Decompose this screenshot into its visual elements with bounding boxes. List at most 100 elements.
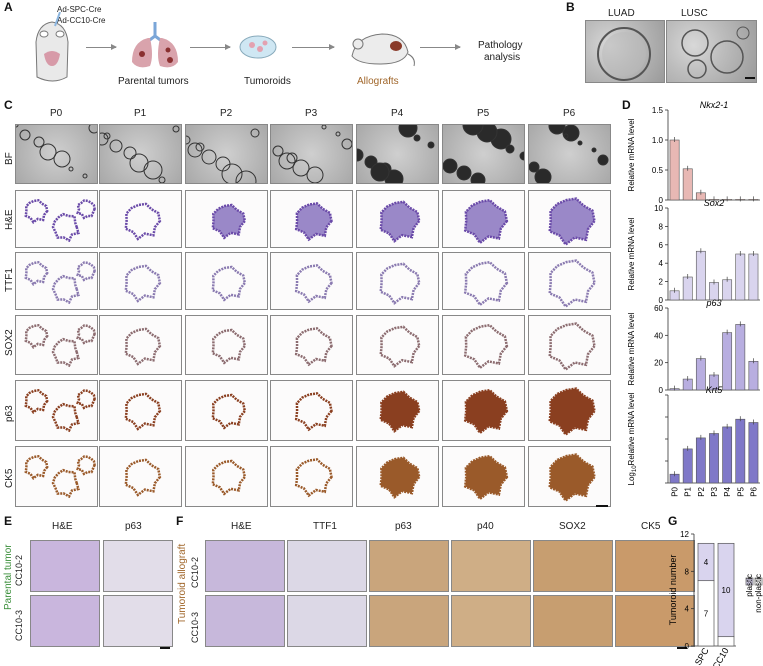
f-row-1: CC10-3 [190, 611, 200, 643]
d-bar-1-p1 [682, 276, 693, 301]
d-bar-1-p5 [735, 253, 746, 301]
tile-bf-p4 [356, 124, 439, 184]
cre-label-2: Ad-CC10-Cre [57, 16, 106, 25]
f-tile-0-1 [287, 540, 367, 592]
lungs-icon [132, 22, 178, 68]
luad-image [585, 20, 665, 83]
d-ticklabel-0-3: 1.5 [652, 106, 664, 115]
g-legend-label-plastic: plastic [745, 574, 754, 597]
g-bar-cc10-plastic [717, 542, 735, 638]
d-ticklabel-1-5: 10 [654, 204, 663, 213]
g-xlabel-spc: SPC [693, 646, 711, 666]
d-bar-3-p2 [695, 437, 706, 484]
d-bar-3-p1 [682, 448, 693, 484]
tile-p63-p1 [99, 380, 182, 441]
tile-ttf1-p6 [528, 252, 611, 310]
col-label-p1: P1 [134, 108, 147, 119]
f-tile-0-3 [451, 540, 531, 592]
mouse-icon [35, 12, 69, 82]
tile-ck5-p5 [442, 446, 525, 507]
d-xlabel-1: P1 [684, 486, 693, 496]
d-bar-1-p2 [695, 250, 706, 301]
e-col-0: H&E [52, 521, 73, 532]
tile-ttf1-p4 [356, 252, 439, 310]
tile-ck5-p6 [528, 446, 611, 507]
g-bar-spc-plastic [697, 542, 715, 582]
d-ticklabel-2-2: 40 [654, 331, 663, 340]
tile-hande-p3 [270, 190, 353, 248]
d-ylabel-0: Relative mRNA level [627, 118, 636, 191]
e-tile-0-1 [103, 540, 173, 592]
f-col-2: p63 [395, 521, 412, 532]
dish-icon [239, 35, 277, 59]
tile-hande-p6 [528, 190, 611, 248]
row-label-bf: BF [4, 152, 15, 165]
f-col-5: CK5 [641, 521, 661, 532]
d-ticklabel-2-3: 60 [654, 304, 663, 313]
d-ticklabel-1-3: 6 [659, 241, 664, 250]
tile-ttf1-p5 [442, 252, 525, 310]
f-tile-1-3 [451, 595, 531, 647]
tile-ttf1-p2 [185, 252, 268, 310]
luad-label: LUAD [608, 8, 635, 19]
tile-sox2-p6 [528, 315, 611, 375]
tile-sox2-p3 [270, 315, 353, 375]
tile-ck5-p2 [185, 446, 268, 507]
panel-g-chart: Tumoroid number 0 4 8 12 7 4 SPC 10 CC10 plastic no… [668, 530, 763, 666]
tile-bf-p5 [442, 124, 525, 184]
tile-ttf1-p3 [270, 252, 353, 310]
panel-a-letter: A [4, 0, 13, 14]
tile-ck5-p3 [270, 446, 353, 507]
d-xlabel-5: P5 [736, 486, 745, 496]
d-bar-2-p4 [722, 332, 733, 391]
tile-ck5-p0 [15, 446, 98, 507]
col-label-p3: P3 [305, 108, 318, 119]
e-tile-1-1 [103, 595, 173, 647]
f-tile-1-0 [205, 595, 285, 647]
f-tile-1-2 [369, 595, 449, 647]
d-bar-2-p5 [735, 324, 746, 391]
d-bar-3-p6 [748, 422, 759, 484]
g-ticklabel-0: 0 [685, 642, 690, 651]
f-tile-1-4 [533, 595, 613, 647]
tile-hande-p1 [99, 190, 182, 248]
tile-ttf1-p1 [99, 252, 182, 310]
panel-d-letter: D [622, 98, 631, 112]
d-ticklabel-1-1: 2 [659, 278, 664, 287]
f-col-1: TTF1 [313, 521, 337, 532]
d-bar-3-p5 [735, 418, 746, 484]
d-ticklabel-1-2: 4 [659, 259, 664, 268]
d-title-3: Krt5 [706, 385, 724, 395]
e-tile-1-0 [30, 595, 100, 647]
g-bar-cc10-non-plastic [717, 636, 735, 647]
tile-bf-p0 [15, 124, 98, 184]
e-row-0: CC10-2 [14, 554, 24, 586]
g-seglabel-0-0: 7 [704, 609, 709, 618]
e-col-1: p63 [125, 521, 142, 532]
panel-g-letter: G [668, 514, 678, 528]
tile-ck5-p1 [99, 446, 182, 507]
panel-e-letter: E [4, 514, 13, 528]
row-label-hande: H&E [4, 209, 15, 230]
tile-sox2-p0 [15, 315, 98, 375]
arrow-1 [86, 44, 117, 50]
d-bar-3-p4 [722, 426, 733, 484]
pathology-label-2: analysis [484, 52, 521, 63]
tile-hande-p0 [15, 190, 98, 248]
g-ticklabel-2: 8 [685, 567, 690, 576]
d-ylabel-3: Log10Relative mRNA level [627, 392, 638, 485]
tumoroid-allograft-side-label: Tumoroid allograft [177, 543, 188, 624]
col-label-p5: P5 [477, 108, 490, 119]
row-label-sox2: SOX2 [4, 329, 15, 356]
arrow-3 [292, 44, 335, 50]
f-tile-1-5 [615, 595, 695, 647]
g-ylabel: Tumoroid number [668, 555, 678, 626]
tile-ttf1-p0 [15, 252, 98, 310]
d-xlabel-6: P6 [749, 486, 758, 496]
tile-p63-p2 [185, 380, 268, 441]
d-bar-0-p0 [669, 139, 680, 201]
f-row-0: CC10-2 [190, 556, 200, 588]
d-bar-2-p2 [695, 358, 706, 391]
col-label-p2: P2 [220, 108, 233, 119]
arrow-2 [190, 44, 231, 50]
